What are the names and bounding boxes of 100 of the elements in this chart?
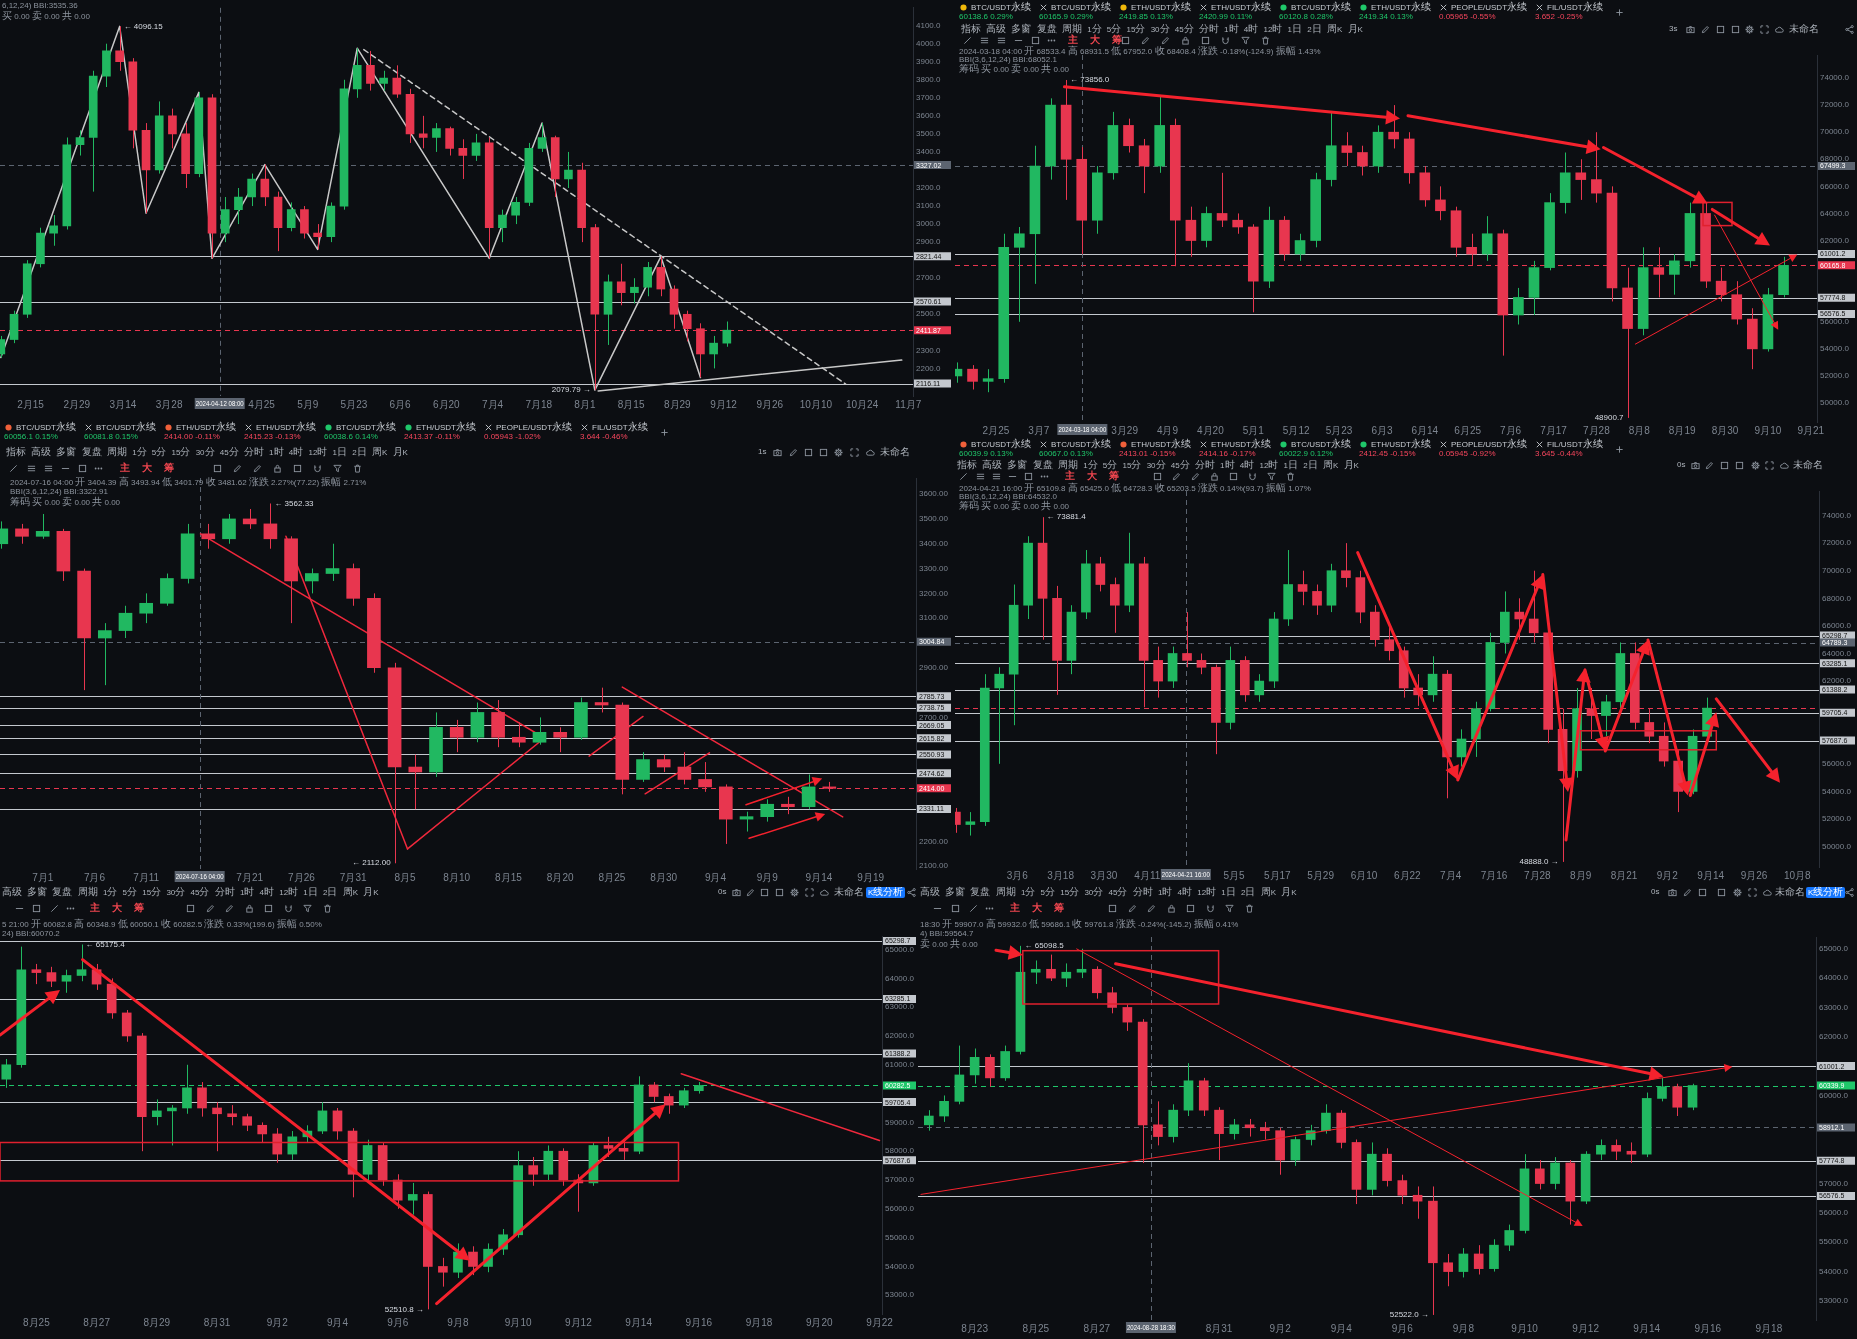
x-tick-label: 3月30 (1090, 869, 1118, 881)
text: ETH/USDT永续 (1371, 1, 1431, 13)
x-tick-label: 5月12 (1282, 424, 1310, 436)
y-tick-label: 50000.0 (1820, 398, 1850, 408)
x-tick-label: 7月11 (133, 871, 160, 883)
y-tick-label: 70000.0 (1820, 127, 1850, 137)
text: BTC/USDT永续 (971, 1, 1031, 13)
text: 2024-07-16 04:00 开 3404.39 高 3493.94 低 3401.79 收 3481.62 涨跌 2.27%(77.22) 振幅 2.71% (10, 476, 367, 487)
y-tick-label: 3500.0 (916, 129, 942, 139)
x-tick-label: 9月10 (1511, 1322, 1539, 1334)
x-tick-label: 6月25 (1454, 424, 1482, 436)
x-tick-label: 7月4 (1440, 869, 1462, 881)
x-tick-label: 7月16 (1480, 869, 1508, 881)
y-tick-label: 3600.0 (916, 111, 942, 121)
x-tick-label: 9月14 (1697, 869, 1725, 881)
x-tick-label: 3月28 (155, 398, 183, 410)
y-tick-label: 64000.0 (1820, 208, 1850, 218)
text: 60038.6 0.14% (324, 432, 378, 442)
y-tick-label: 3600.00 (919, 489, 949, 499)
ref-line-label: 2024-04-12 08:00 (195, 398, 244, 408)
annotation: 买 0.00 卖 0.00 共 0.00 (2, 10, 90, 22)
annotation: 48900.7 (1594, 413, 1625, 423)
y-tick-label: 62000.0 (885, 1031, 915, 1041)
y-tick-label: 57000.0 (885, 1175, 915, 1185)
x-tick-label: 8月25 (23, 1316, 51, 1328)
text: FIL/USDT永续 (1547, 438, 1603, 450)
y-tick-label: 72000.0 (1820, 100, 1850, 110)
x-tick-label: 8月15 (617, 398, 645, 410)
text: 0.05945 -0.92% (1439, 449, 1496, 459)
y-tick-label: 2900.0 (916, 237, 942, 247)
text: 未命名 (1793, 459, 1823, 470)
text: ETH/USDT永续 (416, 421, 476, 433)
text: PEOPLE/USDT永续 (1451, 1, 1528, 13)
x-tick-label: 2月25 (982, 424, 1010, 436)
y-tick-label: 74000.0 (1822, 510, 1852, 520)
text: ETH/USDT永续 (256, 421, 316, 433)
x-tick-label: 10月10 (799, 398, 833, 410)
text: 2419.34 0.13% (1359, 12, 1413, 22)
x-tick-label: 5月5 (1223, 869, 1245, 881)
x-tick-label: 7月31 (339, 871, 367, 883)
text: 2420.99 0.11% (1199, 12, 1253, 22)
x-tick-label: 5月17 (1263, 869, 1292, 881)
x-tick-label: 3月29 (1111, 424, 1139, 436)
y-tick-label: 53000.0 (885, 1290, 915, 1300)
text: 指标 高级 多窗 复盘 周期 1分 5分 15分 30分 45分 分时 1时 4时 12时 1日 2日 周K 月K (961, 23, 1363, 34)
x-tick-label: 6月3 (1371, 424, 1393, 436)
ref-line-label: 2024-08-28 18:30 (1126, 1322, 1175, 1332)
ref-line-label: 2024-03-18 04:00 (1058, 424, 1107, 434)
x-tick-label: 6月22 (1393, 869, 1422, 881)
text: 2413.01 -0.15% (1119, 449, 1176, 459)
text: ETH/USDT永续 (1371, 438, 1431, 450)
text: ETH/USDT永续 (176, 421, 236, 433)
text: 未命名 (834, 886, 864, 897)
annotation: 筹码 买 0.00 卖 0.00 共 0.00 (959, 500, 1070, 511)
x-tick-label: 8月25 (598, 871, 626, 883)
x-tick-label: 8月29 (143, 1316, 171, 1328)
text: 60138.6 0.29% (959, 12, 1013, 22)
annotation: 48888.0 → (1519, 857, 1559, 867)
x-tick-label: 9月10 (1754, 424, 1782, 436)
y-tick-label: 3400.00 (919, 538, 949, 548)
text: 未命名 (880, 446, 910, 457)
y-tick-label: 50000.0 (1822, 841, 1852, 851)
y-tick-label: 64000.0 (885, 973, 915, 983)
x-tick-label: 7月21 (236, 871, 264, 883)
x-tick-label: 8月30 (1711, 424, 1739, 436)
annotation: 4) BBI:59564.7 (920, 929, 974, 938)
text: 0.05965 -0.55% (1439, 12, 1496, 22)
x-tick-label: 4月25 (248, 398, 276, 410)
x-tick-label: 7月6 (1500, 424, 1522, 436)
y-tick-label: 3500.00 (919, 514, 949, 524)
text: 60120.8 0.28% (1279, 12, 1333, 22)
text: ETH/USDT永续 (1211, 1, 1271, 13)
y-tick-label: 53000.0 (1819, 1296, 1849, 1306)
y-tick-label: 56000.0 (885, 1204, 915, 1214)
x-tick-label: 7月28 (1583, 424, 1611, 436)
text: BTC/USDT永续 (336, 421, 396, 433)
text: 2413.37 -0.11% (404, 432, 460, 442)
y-tick-label: 54000.0 (1819, 1266, 1849, 1276)
x-tick-label: 10月8 (1783, 869, 1812, 881)
y-tick-label: 2200.00 (919, 836, 949, 846)
text: FIL/USDT永续 (592, 421, 648, 433)
y-tick-label: 3700.0 (916, 93, 942, 103)
text: 主 大 筹 (1068, 34, 1128, 45)
text: 60039.9 0.13% (959, 449, 1013, 459)
y-tick-label: 63000.0 (1819, 1002, 1849, 1012)
x-tick-label: 9月12 (710, 398, 738, 410)
text: 0.05943 -1.02% (484, 432, 541, 442)
x-tick-label: 7月4 (481, 398, 504, 410)
text: BTC/USDT永续 (1291, 1, 1351, 13)
y-tick-label: 2100.00 (919, 861, 949, 871)
y-tick-label: 3200.00 (919, 588, 949, 598)
text: BTC/USDT永续 (1051, 1, 1111, 13)
y-tick-label: 62000.0 (1822, 676, 1852, 686)
annotation: ← 4096.15 (123, 21, 164, 31)
text: 3.652 -0.25% (1535, 12, 1583, 22)
annotation: 筹码 买 0.00 卖 0.00 共 0.00 (959, 63, 1070, 74)
text: K线分析 (866, 886, 906, 898)
x-tick-label: 9月21 (1797, 424, 1825, 436)
x-tick-label: 2月15 (17, 398, 45, 410)
x-tick-label: 8月21 (1610, 869, 1638, 881)
